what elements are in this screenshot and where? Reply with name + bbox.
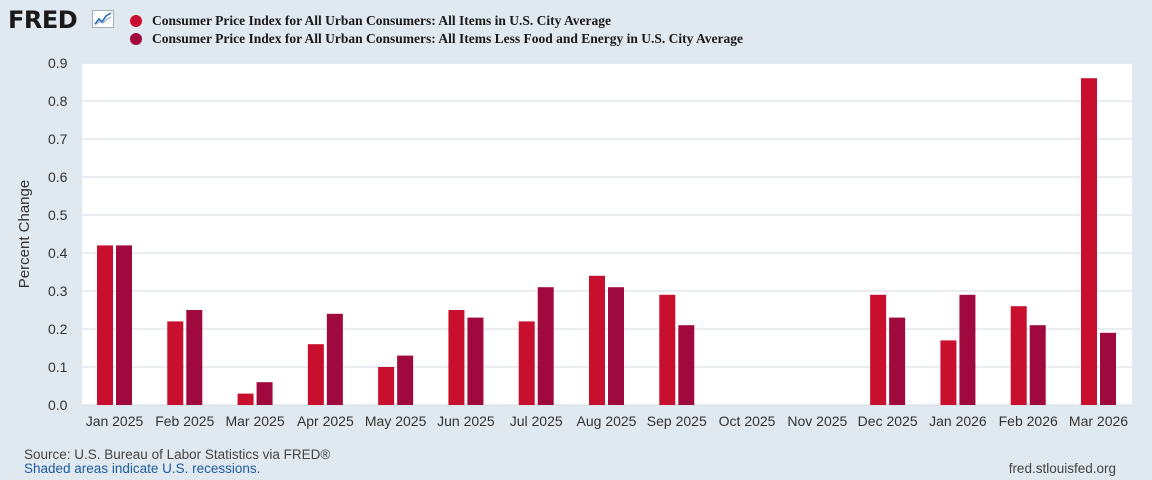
bar-series-1[interactable]	[307, 344, 324, 405]
bar-series-2[interactable]	[397, 355, 414, 405]
bar-series-1[interactable]	[167, 321, 184, 405]
x-tick-label: Jan 2026	[929, 413, 987, 429]
legend-marker	[130, 33, 142, 45]
bar-series-2[interactable]	[1029, 325, 1046, 405]
bars	[97, 78, 1116, 405]
site-link[interactable]: fred.stlouisfed.org	[1008, 461, 1116, 476]
y-tick-label: 0.4	[48, 245, 68, 261]
y-tick-label: 0.3	[48, 283, 68, 299]
x-tick-label: Sep 2025	[647, 413, 707, 429]
y-tick-label: 0.8	[48, 93, 68, 109]
bar-series-1[interactable]	[378, 367, 395, 405]
bar-series-2[interactable]	[1100, 332, 1116, 405]
bar-series-2[interactable]	[256, 382, 273, 405]
bar-series-1[interactable]	[870, 294, 887, 405]
legend-label: Consumer Price Index for All Urban Consu…	[152, 31, 744, 46]
bar-series-2[interactable]	[326, 313, 343, 405]
plot-area	[82, 63, 1132, 405]
y-tick-label: 0.7	[48, 131, 68, 147]
y-tick-label: 0.5	[48, 207, 68, 223]
x-tick-label: Apr 2025	[297, 413, 354, 429]
bar-series-2[interactable]	[186, 310, 203, 405]
legend-marker	[130, 15, 142, 27]
x-tick-label: Jun 2025	[437, 413, 495, 429]
y-tick-label: 0.6	[48, 169, 68, 185]
bar-series-2[interactable]	[116, 245, 132, 405]
x-tick-label: Aug 2025	[577, 413, 637, 429]
y-axis-label: Percent Change	[16, 180, 33, 288]
bar-series-1[interactable]	[659, 294, 676, 405]
legend-label: Consumer Price Index for All Urban Consu…	[152, 13, 611, 28]
y-axis-ticks: 0.0 0.1 0.2 0.3 0.4 0.5 0.6 0.7 0.8 0.9	[48, 55, 68, 413]
bar-series-1[interactable]	[940, 340, 957, 405]
x-tick-label: Nov 2025	[787, 413, 847, 429]
x-tick-label: Feb 2026	[999, 413, 1058, 429]
y-tick-label: 0.0	[48, 397, 68, 413]
bar-series-1[interactable]	[237, 393, 254, 405]
bar-chart: 0.0 0.1 0.2 0.3 0.4 0.5 0.6 0.7 0.8 0.9 Jan 2025 F…	[16, 55, 1132, 429]
x-tick-label: Jan 2025	[86, 413, 144, 429]
bar-series-1[interactable]	[97, 245, 113, 405]
x-tick-label: May 2025	[365, 413, 427, 429]
y-tick-label: 0.1	[48, 359, 68, 375]
x-tick-label: Oct 2025	[719, 413, 776, 429]
gridlines	[82, 62, 1132, 406]
fred-logo[interactable]: FRED	[8, 6, 78, 34]
bar-series-2[interactable]	[678, 325, 695, 405]
x-tick-label: Mar 2026	[1069, 413, 1128, 429]
x-tick-label: Feb 2025	[155, 413, 214, 429]
bar-series-2[interactable]	[889, 317, 906, 405]
trend-line-icon	[92, 10, 114, 28]
bar-series-2[interactable]	[537, 287, 554, 405]
bar-series-1[interactable]	[448, 310, 465, 405]
bar-series-2[interactable]	[467, 317, 484, 405]
legend-item-core[interactable]: Consumer Price Index for All Urban Consu…	[130, 31, 743, 47]
bar-series-1[interactable]	[589, 275, 605, 405]
bar-series-2[interactable]	[959, 294, 976, 405]
x-axis-ticks: Jan 2025 Feb 2025 Mar 2025 Apr 2025 May 2025…	[86, 413, 1129, 429]
x-tick-label: Dec 2025	[858, 413, 918, 429]
bar-series-2[interactable]	[608, 287, 624, 405]
x-tick-label: Jul 2025	[510, 413, 563, 429]
y-tick-label: 0.9	[48, 55, 68, 71]
bar-series-1[interactable]	[1010, 306, 1027, 405]
bar-series-1[interactable]	[1081, 78, 1097, 405]
source-note: Source: U.S. Bureau of Labor Statistics …	[24, 447, 331, 462]
bar-series-1[interactable]	[518, 321, 535, 405]
recession-note[interactable]: Shaded areas indicate U.S. recessions.	[24, 461, 261, 476]
legend-item-all-items[interactable]: Consumer Price Index for All Urban Consu…	[130, 13, 611, 29]
y-tick-label: 0.2	[48, 321, 68, 337]
x-tick-label: Mar 2025	[225, 413, 284, 429]
